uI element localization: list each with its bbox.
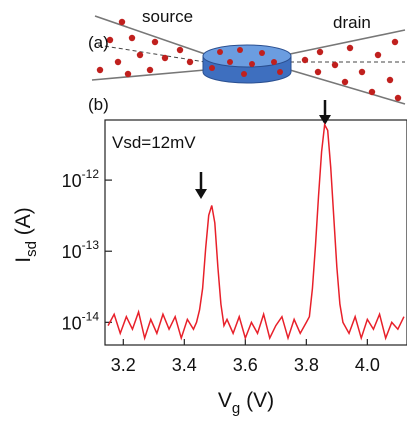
data-line — [107, 122, 405, 341]
plot-frame — [104, 119, 407, 346]
y-tick-exponent: -12 — [82, 167, 100, 181]
annotation: Vsd=12mV — [112, 133, 196, 152]
x-tick-label: 4.0 — [355, 355, 380, 375]
x-tick-label: 3.6 — [233, 355, 258, 375]
x-label-rest: (V) — [240, 389, 274, 412]
y-tick-base: 10 — [62, 242, 82, 262]
x-axis-label: Vg (V) — [218, 389, 274, 417]
dot-top — [202, 44, 292, 68]
schematic: (a) source drain — [88, 7, 406, 105]
y-tick-exponent: -13 — [82, 238, 100, 252]
panel-label: (b) — [88, 95, 109, 114]
source-label: source — [142, 7, 193, 26]
panel-label: (a) — [88, 33, 109, 52]
y-tick-exponent: -14 — [82, 309, 100, 323]
y-tick-label: 10-14 — [62, 309, 100, 333]
y-tick-base: 10 — [62, 313, 82, 333]
electrons — [96, 18, 402, 102]
dashed-axis — [97, 44, 405, 63]
x-label-main: V — [218, 389, 232, 412]
y-axis-label: Isd (A) — [12, 207, 40, 263]
y-label-main: I — [12, 257, 35, 263]
y-tick-base: 10 — [62, 171, 82, 191]
x-tick-label: 3.4 — [172, 355, 197, 375]
x-tick-label: 3.2 — [111, 355, 136, 375]
lead-outline — [91, 15, 406, 105]
y-tick-label: 10-13 — [62, 238, 100, 262]
y-tick-label: 10-12 — [62, 167, 100, 191]
peak-arrows — [195, 100, 331, 199]
y-label-sub: sd — [23, 241, 40, 257]
y-label-rest: (A) — [12, 207, 35, 241]
x-label-sub: g — [232, 400, 240, 417]
drain-label: drain — [333, 13, 371, 32]
x-tick-label: 3.8 — [294, 355, 319, 375]
